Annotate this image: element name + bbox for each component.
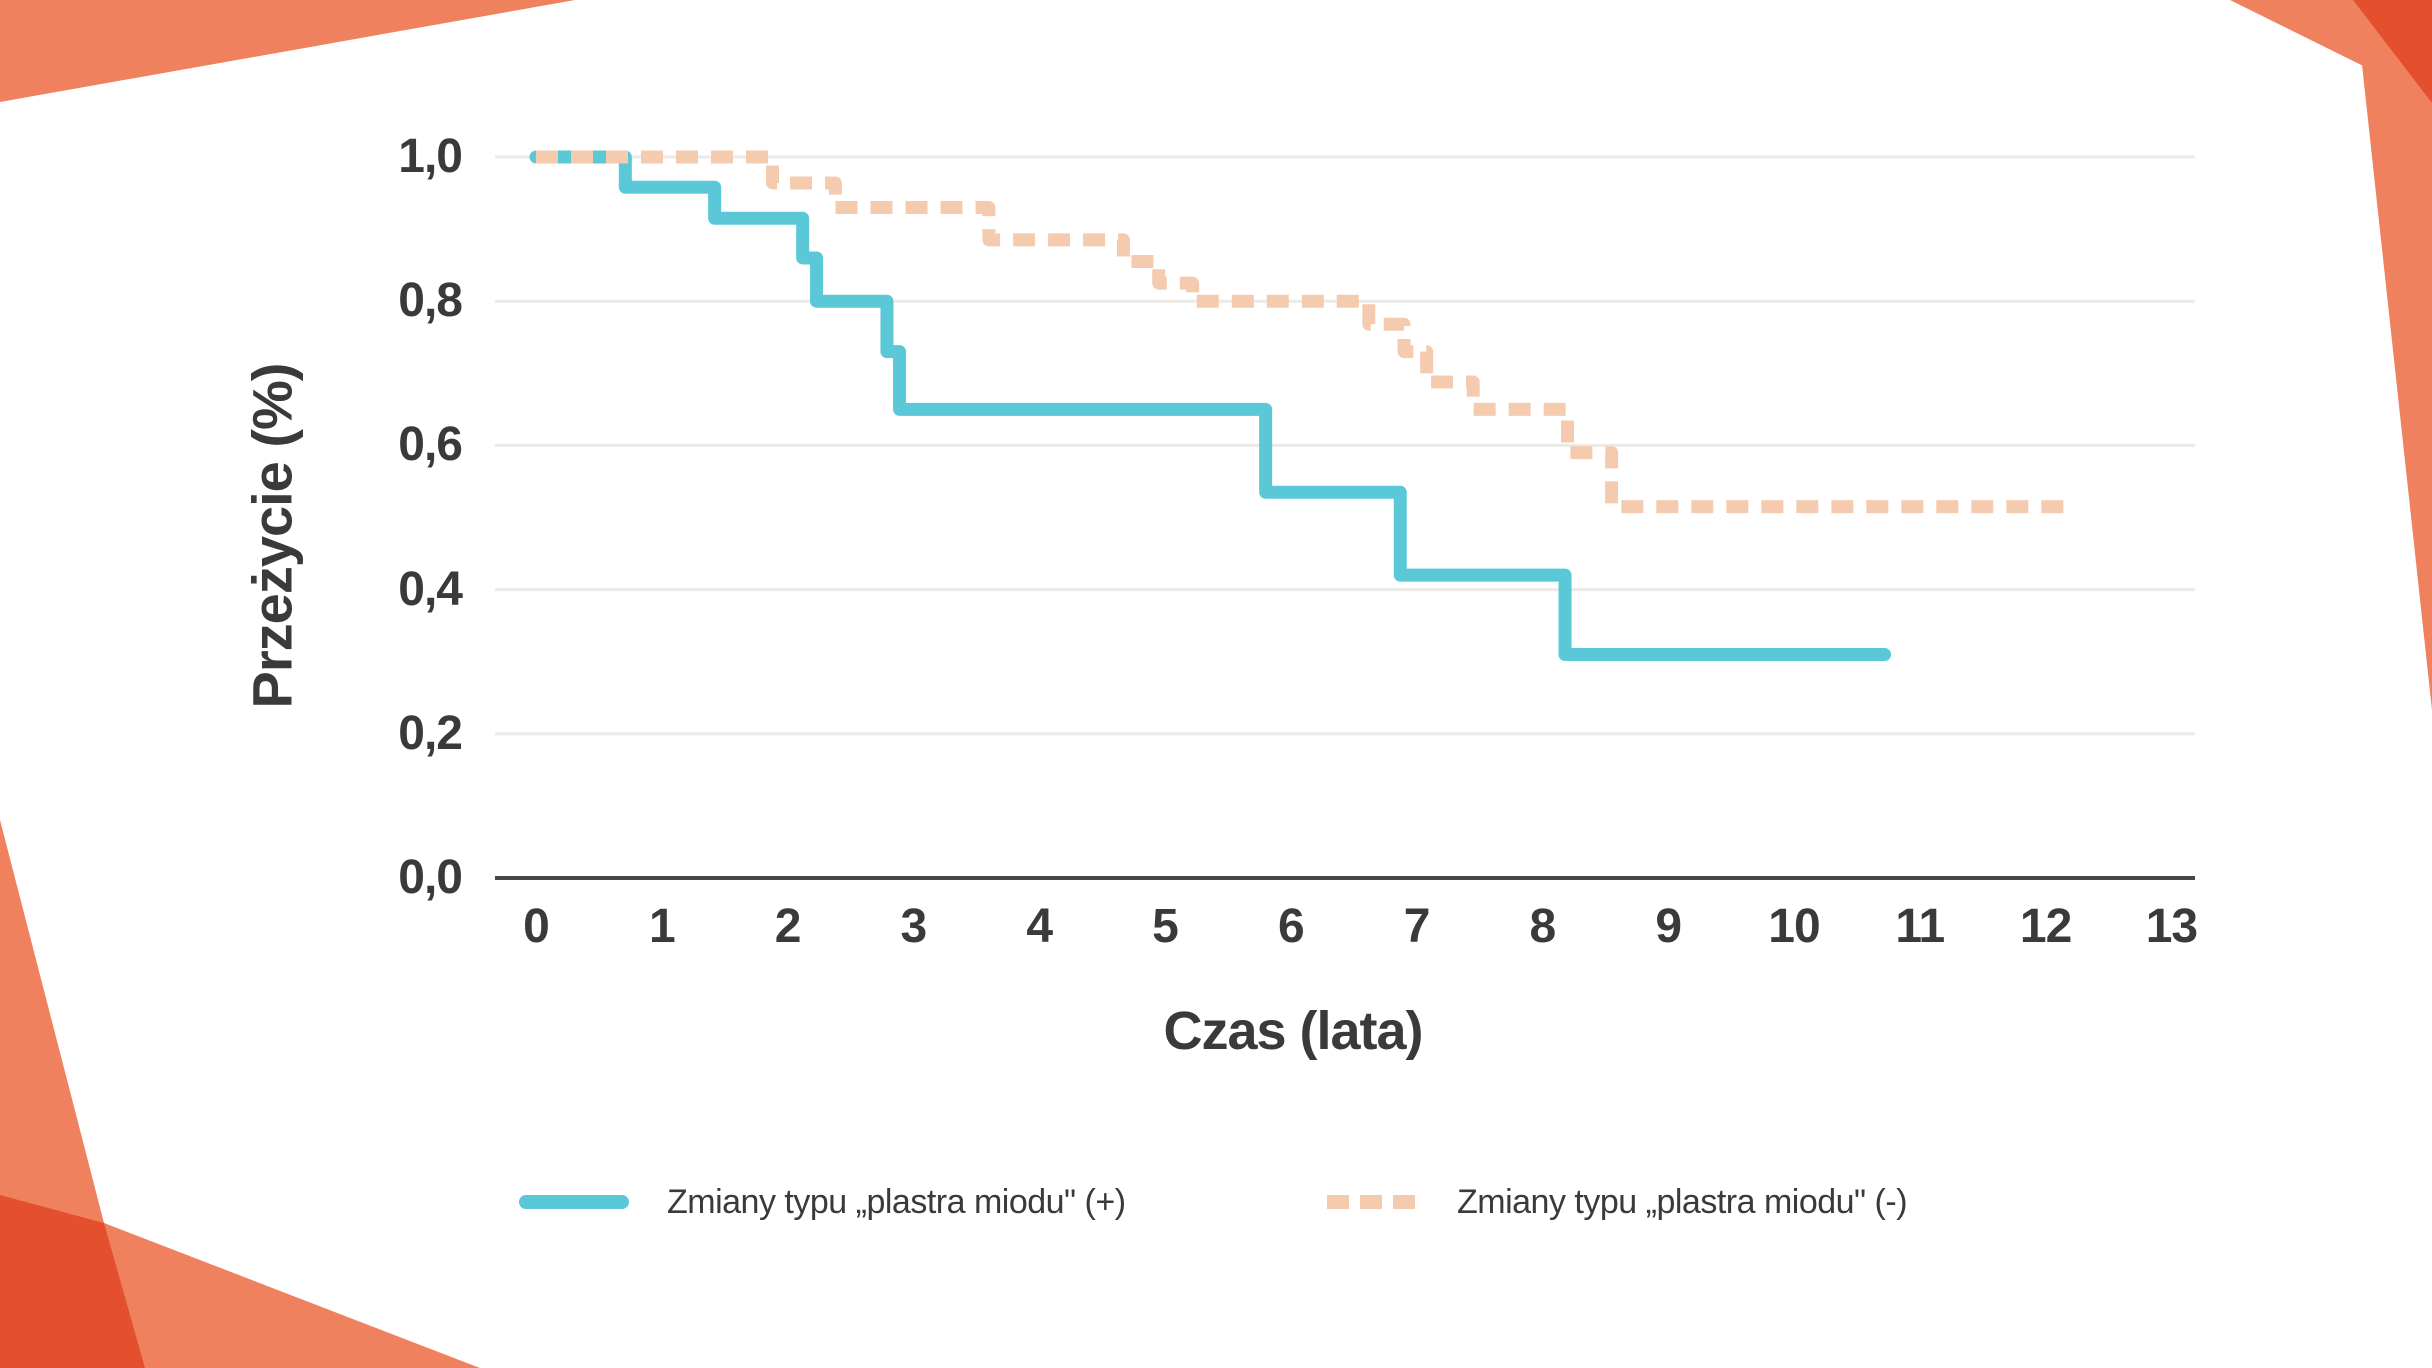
y-tick-label: 0,4: [398, 562, 463, 616]
x-tick-label: 11: [1895, 900, 1945, 953]
legend-label-negative: Zmiany typu „plastra miodu" (-): [1457, 1182, 1908, 1221]
x-tick-label: 3: [900, 900, 928, 953]
legend-entry-positive: Zmiany typu „plastra miodu" (+): [519, 1178, 1126, 1226]
legend-entry-negative: Zmiany typu „plastra miodu" (-): [1327, 1178, 1908, 1226]
series-positive-line: [529, 150, 1892, 661]
bottom-left-dark-triangle: [0, 1195, 145, 1368]
x-tick-label: 0: [523, 900, 550, 953]
legend-swatch-solid-line: [519, 1195, 629, 1209]
series-negative-line: [536, 150, 2065, 514]
y-axis-title: Przeżycie (%): [240, 363, 304, 709]
y-tick-label: 0,6: [398, 418, 463, 472]
y-tick-label: 1,0: [398, 130, 463, 183]
y-tick-label: 0,2: [398, 706, 463, 760]
top-right-dark-triangle: [2353, 0, 2432, 103]
x-tick-label: 1: [648, 900, 676, 953]
x-tick-label: 9: [1655, 900, 1682, 953]
x-tick-label: 12: [2019, 900, 2072, 953]
legend-swatch-dashed-line: [1327, 1195, 1419, 1209]
x-axis-title: Czas (lata): [1163, 1001, 1423, 1061]
y-tick-label: 0,8: [398, 274, 463, 328]
x-tick-label: 4: [1026, 900, 1053, 953]
x-tick-label: 7: [1403, 900, 1431, 953]
gridlines: [495, 155, 2195, 880]
x-tick-label: 10: [1768, 900, 1820, 953]
top-left-triangle: [0, 0, 575, 102]
series-lines: [529, 150, 2065, 661]
bottom-left-band: [0, 820, 480, 1368]
x-tick-label: 8: [1529, 900, 1557, 953]
x-tick-label: 5: [1152, 900, 1179, 953]
legend-label-positive: Zmiany typu „plastra miodu" (+): [667, 1182, 1126, 1221]
y-tick-label: 0,0: [398, 851, 463, 904]
x-tick-label: 13: [2145, 900, 2198, 953]
x-tick-label: 6: [1277, 900, 1305, 953]
x-tick-label: 2: [774, 900, 802, 953]
top-right-sliver: [2355, 0, 2432, 710]
